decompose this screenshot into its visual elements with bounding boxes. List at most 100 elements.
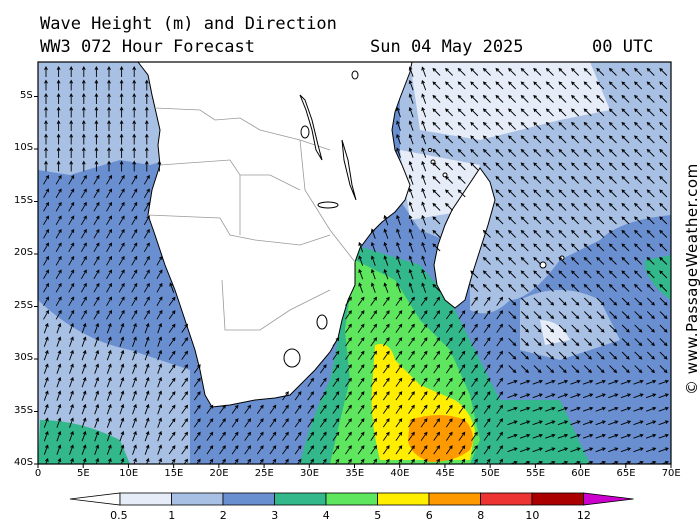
wave-arrow bbox=[132, 417, 137, 428]
wave-arrow bbox=[633, 393, 644, 399]
wave-arrow bbox=[107, 106, 111, 118]
wave-arrow bbox=[69, 417, 74, 428]
latitude-label: 40S bbox=[14, 457, 34, 468]
wave-arrow bbox=[94, 349, 100, 361]
wave-arrow bbox=[44, 106, 48, 118]
wave-arrow bbox=[81, 93, 86, 104]
wave-arrow bbox=[144, 444, 150, 455]
wave-arrow bbox=[307, 445, 315, 455]
wave-arrow bbox=[143, 255, 150, 266]
wave-arrow bbox=[545, 216, 554, 225]
wave-arrow bbox=[583, 243, 592, 252]
colorbar-swatch bbox=[531, 492, 584, 506]
wave-arrow bbox=[432, 81, 441, 90]
wave-arrow bbox=[482, 148, 491, 157]
wave-arrow bbox=[458, 337, 466, 347]
wave-arrow bbox=[408, 133, 414, 145]
wave-arrow bbox=[621, 121, 630, 130]
wave-band-1-2m-southwest bbox=[38, 300, 190, 464]
wave-arrow bbox=[144, 322, 150, 334]
wave-arrow bbox=[382, 296, 390, 306]
wave-arrow bbox=[119, 66, 124, 77]
wave-arrow bbox=[558, 324, 567, 333]
wave-arrow bbox=[659, 256, 668, 265]
wave-arrow bbox=[408, 228, 414, 239]
wave-arrow bbox=[445, 81, 454, 90]
wave-arrow bbox=[256, 404, 264, 414]
wave-arrow bbox=[193, 431, 201, 441]
wave-arrow bbox=[231, 431, 239, 441]
wave-arrow bbox=[583, 94, 592, 103]
wave-arrow bbox=[432, 121, 441, 130]
wave-arrow bbox=[43, 269, 49, 280]
wave-arrow bbox=[646, 216, 655, 225]
wave-arrow bbox=[508, 81, 517, 90]
longitude-label: 30E bbox=[299, 468, 320, 479]
wave-arrow bbox=[508, 270, 517, 279]
wave-arrow bbox=[144, 120, 149, 131]
wave-arrow bbox=[219, 431, 226, 441]
wave-arrow bbox=[583, 216, 592, 225]
wave-arrow bbox=[520, 256, 529, 265]
wave-arrow bbox=[659, 297, 668, 306]
wave-arrow bbox=[357, 445, 365, 455]
wave-arrow bbox=[583, 148, 592, 157]
wave-arrow bbox=[81, 147, 86, 158]
wave-arrow bbox=[156, 309, 163, 320]
wave-arrow bbox=[106, 255, 112, 266]
wave-arrow bbox=[43, 255, 49, 266]
wave-arrow bbox=[43, 282, 49, 293]
wave-arrow bbox=[80, 174, 87, 185]
wave-arrow bbox=[307, 377, 315, 387]
wave-arrow bbox=[157, 363, 163, 374]
wave-arrow bbox=[508, 324, 517, 333]
wave-arrow bbox=[634, 256, 643, 265]
wave-arrow bbox=[546, 311, 555, 320]
wave-arrow bbox=[583, 297, 592, 306]
wave-arrow bbox=[508, 67, 517, 76]
wave-arrow bbox=[545, 81, 554, 90]
wave-arrow bbox=[519, 433, 531, 439]
wave-arrow bbox=[119, 147, 124, 158]
wave-arrow bbox=[482, 243, 491, 252]
wave-arrow bbox=[156, 269, 163, 280]
wave-arrow bbox=[645, 379, 657, 385]
wave-arrow bbox=[571, 270, 580, 279]
wave-direction-arrows bbox=[43, 66, 669, 464]
wave-arrow bbox=[118, 242, 125, 253]
wave-arrow bbox=[634, 94, 643, 103]
wave-arrow bbox=[81, 403, 87, 415]
wave-arrow bbox=[119, 336, 125, 347]
wave-arrow bbox=[596, 121, 605, 130]
wave-arrow bbox=[44, 133, 48, 145]
wave-arrow bbox=[520, 189, 529, 198]
wave-arrow bbox=[659, 311, 668, 320]
wave-arrow bbox=[433, 404, 441, 414]
wave-arrow bbox=[558, 148, 567, 157]
wave-arrow bbox=[132, 322, 137, 334]
wave-arrow bbox=[558, 121, 567, 130]
wave-arrow bbox=[433, 337, 441, 347]
wave-arrow bbox=[319, 364, 327, 374]
wave-arrow bbox=[608, 447, 619, 453]
wave-arrow bbox=[621, 351, 630, 360]
wave-arrow bbox=[645, 406, 657, 412]
wave-arrow bbox=[558, 202, 567, 211]
wave-arrow bbox=[533, 297, 542, 306]
wave-arrow bbox=[658, 433, 669, 439]
wave-arrow bbox=[132, 444, 137, 455]
wave-arrow bbox=[445, 189, 454, 198]
wave-arrow bbox=[168, 337, 176, 347]
wave-arrow bbox=[68, 242, 75, 253]
wave-arrow bbox=[181, 445, 189, 455]
wave-arrow bbox=[558, 297, 567, 306]
longitude-label: 5E bbox=[77, 468, 90, 479]
wave-arrow bbox=[445, 162, 454, 171]
wave-arrow bbox=[583, 108, 592, 117]
wave-arrow bbox=[520, 351, 529, 360]
wave-arrow bbox=[345, 337, 352, 347]
wave-arrow bbox=[571, 365, 580, 374]
wave-arrow bbox=[571, 229, 580, 238]
wave-arrow bbox=[520, 283, 529, 292]
wave-arrow bbox=[533, 162, 542, 171]
